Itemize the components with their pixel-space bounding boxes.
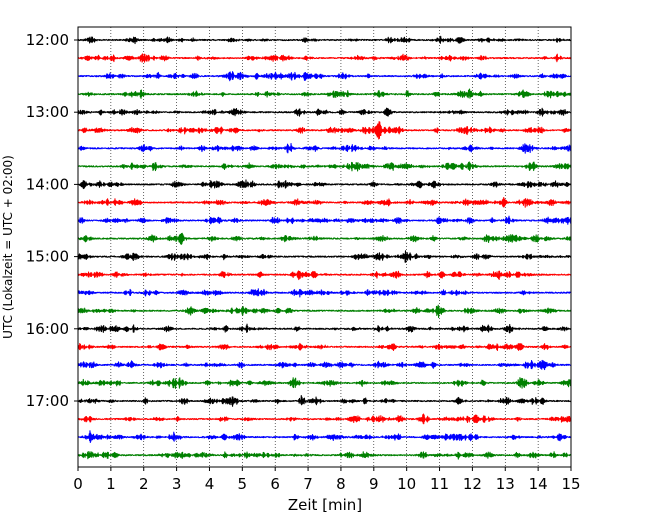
x-tick-label: 14: [529, 475, 548, 493]
seismogram-trace: [77, 53, 572, 63]
seismogram-trace: [77, 196, 572, 208]
x-tick-label: 1: [106, 475, 116, 493]
x-tick-label: 13: [496, 475, 515, 493]
grid-layer: [110, 27, 539, 467]
seismogram-trace: [77, 304, 572, 319]
x-axis-ticks: 0 1 2 3 4 5 6 7 8 9 10 11 12 13 14 15: [73, 467, 581, 493]
seismogram-trace: [77, 270, 572, 281]
seismogram-trace: [77, 142, 572, 154]
x-tick-label: 11: [430, 475, 449, 493]
x-tick-label: 7: [303, 475, 313, 493]
trace-layer: [77, 35, 572, 460]
seismogram-trace: [77, 179, 572, 190]
x-tick-label: 3: [172, 475, 182, 493]
seismogram-trace: [77, 107, 572, 117]
x-tick-label: 0: [73, 475, 83, 493]
seismogram-trace: [77, 450, 572, 460]
x-tick-label: 8: [336, 475, 346, 493]
y-axis-ticks: 12:00 13:00 14:00 15:00 16:00 17:00: [26, 31, 78, 410]
seismogram-trace: [77, 377, 572, 389]
x-tick-label: 2: [139, 475, 149, 493]
seismogram-trace: [77, 430, 572, 444]
seismogram-trace: [77, 88, 572, 99]
x-tick-label: 9: [369, 475, 379, 493]
seismogram-trace: [77, 250, 572, 263]
seismogram-trace: [77, 342, 572, 352]
y-tick-label: 13:00: [26, 103, 69, 121]
seismogram-trace: [77, 121, 572, 140]
x-tick-label: 6: [270, 475, 280, 493]
seismogram-trace: [77, 323, 572, 334]
x-tick-label: 5: [238, 475, 248, 493]
seismogram-trace: [77, 71, 572, 82]
x-axis-label: Zeit [min]: [288, 496, 362, 514]
seismogram-trace: [77, 35, 572, 45]
y-tick-label: 12:00: [26, 31, 69, 49]
y-tick-label: 14:00: [26, 175, 69, 193]
x-tick-label: 4: [205, 475, 215, 493]
seismogram-trace: [77, 215, 572, 225]
seismogram-trace: [77, 359, 572, 371]
y-tick-label: 16:00: [26, 320, 69, 338]
y-axis-label: UTC (Lokalzeit = UTC + 02:00): [1, 155, 15, 339]
seismogram-trace: [77, 413, 572, 425]
seismogram-trace: [77, 288, 572, 298]
plot-frame: [77, 26, 572, 468]
y-tick-label: 17:00: [26, 392, 69, 410]
x-tick-label: 12: [463, 475, 482, 493]
seismogram-trace: [77, 161, 572, 172]
seismogram-trace: [77, 395, 572, 407]
seismogram-trace: [77, 232, 572, 245]
y-tick-label: 15:00: [26, 248, 69, 266]
x-tick-label: 15: [561, 475, 580, 493]
x-tick-label: 10: [397, 475, 416, 493]
